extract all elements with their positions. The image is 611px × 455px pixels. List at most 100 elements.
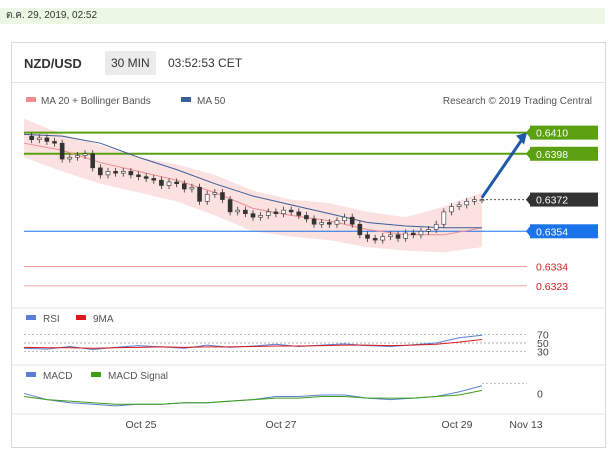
candle-body	[166, 181, 172, 186]
rsi-tick-30: 30	[537, 347, 549, 359]
clock: 03:52:53 CET	[168, 56, 243, 70]
currency-pair: NZD/USD	[24, 56, 82, 71]
x-tick-oct-25: Oct 25	[126, 419, 157, 431]
level-pointer-0.6372	[526, 194, 530, 205]
level-box-0.6354	[530, 224, 598, 239]
level-box-0.6398	[530, 146, 598, 161]
candle-body	[426, 229, 431, 232]
candle-body	[182, 183, 187, 190]
candle-body	[120, 171, 126, 174]
candle-body	[159, 179, 164, 186]
candle-body	[342, 216, 347, 222]
legend-swatch-ma50	[181, 97, 191, 102]
candle-body	[410, 232, 416, 236]
candle-body	[59, 142, 65, 160]
interval-badge[interactable]: 30 MIN	[105, 51, 156, 75]
candle-body	[456, 204, 462, 207]
candle-body	[29, 135, 34, 140]
legend-label-ma50: MA 50	[197, 96, 226, 107]
legend-swatch-rsi	[26, 315, 36, 320]
level-pointer-0.6410	[526, 127, 530, 138]
level-label-0.6354: 0.6354	[536, 226, 568, 238]
level-label-0.6398: 0.6398	[536, 149, 568, 161]
candle-body	[395, 234, 401, 239]
level-label-0.6410: 0.6410	[536, 128, 568, 140]
candle-body	[365, 234, 370, 239]
rsi-tick-50: 50	[537, 338, 549, 350]
candle-body	[449, 206, 454, 213]
projection-arrow-head	[516, 132, 527, 145]
candle-body	[52, 141, 57, 144]
candle-body	[151, 178, 157, 181]
candle-body	[82, 153, 88, 156]
candle-body	[204, 193, 210, 202]
candle-body	[281, 209, 286, 214]
chart-frame: NZD/USD 30 MIN 03:52:53 CET	[11, 42, 606, 448]
ma50-line	[23, 133, 482, 229]
candle-body	[441, 211, 447, 225]
candle-body	[136, 174, 141, 177]
bollinger-band	[24, 118, 482, 253]
candle-body	[189, 186, 195, 190]
candle-body	[128, 171, 134, 176]
candle-body	[319, 222, 325, 225]
candle-body	[327, 222, 332, 225]
level-label-0.6334: 0.6334	[536, 262, 568, 274]
legend-swatch-macd	[26, 372, 36, 377]
level-pointer-0.6398	[526, 148, 530, 159]
legend-label-macd-signal: MACD Signal	[108, 371, 168, 382]
candle-body	[44, 137, 50, 142]
macd-tick-0: 0	[537, 388, 543, 400]
price-candles	[29, 132, 485, 244]
level-label-0.6372: 0.6372	[536, 195, 568, 207]
candle-body	[113, 171, 118, 174]
legend-swatch-ma20	[26, 97, 36, 102]
candle-body	[403, 232, 408, 239]
candle-body	[212, 192, 218, 195]
level-pointer-0.6354	[526, 226, 530, 237]
candle-body	[235, 209, 241, 213]
x-tick-oct-27: Oct 27	[266, 419, 297, 431]
candle-body	[243, 209, 248, 214]
candle-body	[388, 234, 393, 237]
candle-body	[90, 153, 95, 169]
candle-body	[265, 211, 271, 216]
legend-swatch-macd-signal	[91, 372, 101, 377]
candle-body	[304, 215, 309, 220]
candle-body	[197, 186, 202, 202]
candle-body	[250, 213, 256, 218]
candle-body	[349, 216, 355, 225]
candle-body	[220, 192, 225, 200]
rsi-line	[23, 334, 483, 351]
candle-body	[143, 176, 149, 179]
level-box-0.6372	[530, 192, 598, 207]
candle-body	[472, 199, 477, 202]
candle-body	[98, 167, 103, 176]
candle-body	[479, 199, 485, 202]
candle-body	[296, 211, 302, 216]
x-tick-oct-29: Oct 29	[442, 419, 473, 431]
candle-body	[357, 223, 363, 236]
candle-body	[418, 230, 424, 236]
candle-body	[273, 211, 279, 214]
candle-body	[105, 171, 111, 176]
rsi-tick-70: 70	[537, 329, 549, 341]
candle-body	[334, 220, 340, 225]
candle-body	[372, 238, 378, 241]
candle-body	[464, 201, 470, 206]
level-label-0.6323: 0.6323	[536, 281, 568, 293]
candle-body	[258, 215, 263, 218]
x-tick-nov-13: Nov 13	[509, 419, 542, 431]
legend-label-rsi: RSI	[43, 314, 60, 325]
date-stamp: ต.ค. 29, 2019, 02:52	[6, 10, 98, 21]
rsi-ma-line	[23, 339, 483, 349]
candle-body	[67, 156, 73, 160]
candle-body	[174, 181, 179, 185]
legend-label-rsi-ma: 9MA	[93, 314, 114, 325]
legend-label-macd: MACD	[43, 371, 72, 382]
candle-body	[75, 155, 80, 158]
date-bar: ต.ค. 29, 2019, 02:52	[0, 8, 605, 24]
candle-body	[311, 218, 317, 225]
candle-body	[288, 209, 294, 213]
